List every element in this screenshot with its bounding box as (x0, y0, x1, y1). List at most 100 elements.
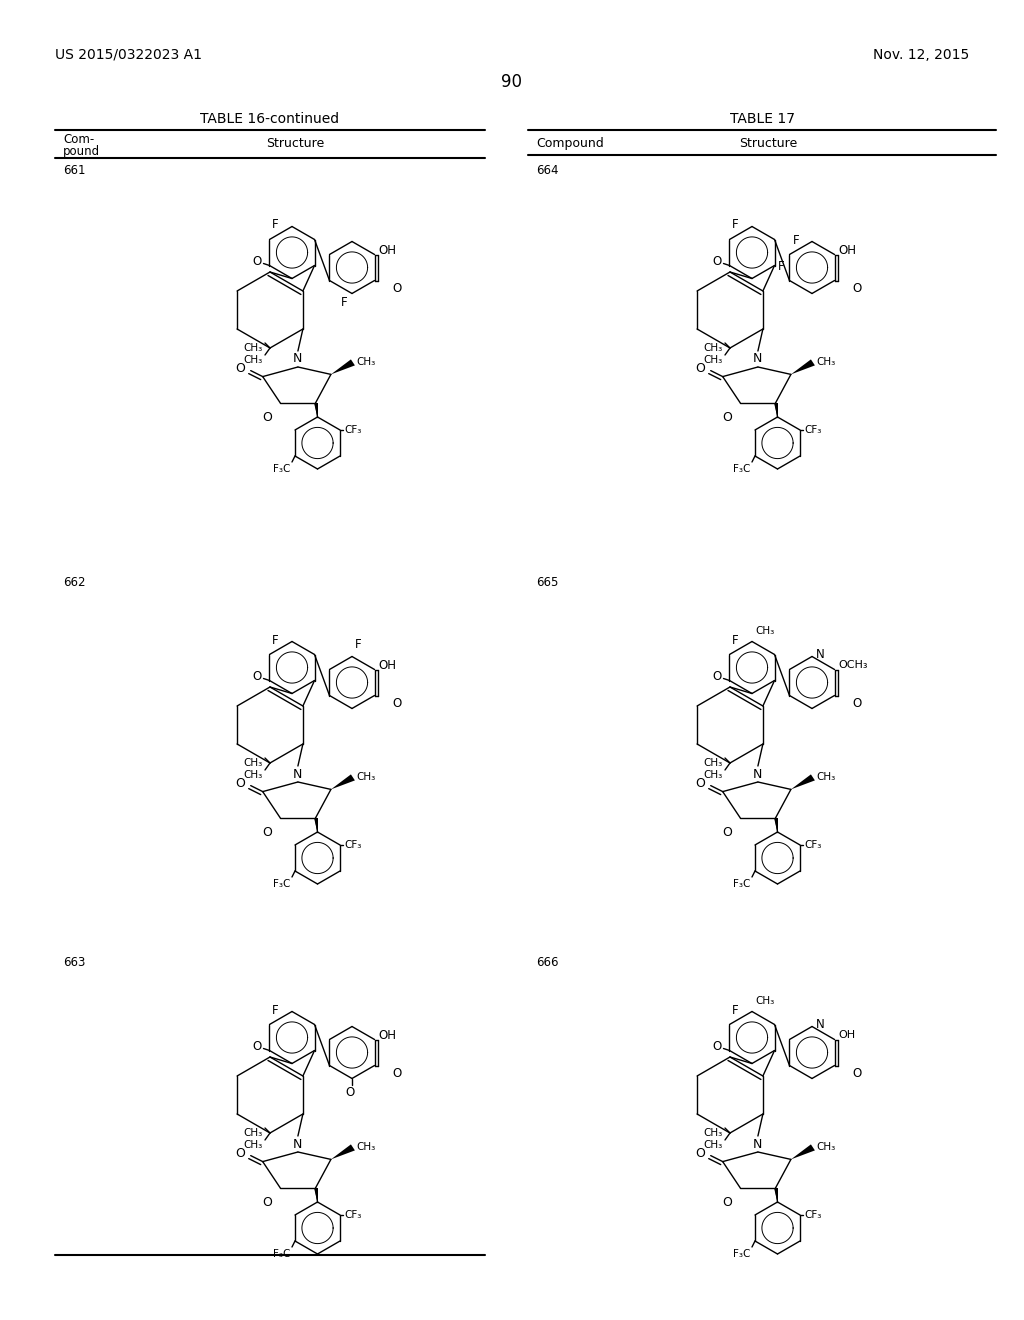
Text: 665: 665 (536, 576, 558, 589)
Text: CH₃: CH₃ (356, 358, 375, 367)
Text: CH₃: CH₃ (244, 343, 263, 352)
Text: O: O (252, 671, 261, 682)
Text: CF₃: CF₃ (344, 840, 361, 850)
Text: Nov. 12, 2015: Nov. 12, 2015 (872, 48, 969, 62)
Text: Structure: Structure (266, 137, 325, 150)
Text: CH₃: CH₃ (356, 1142, 375, 1152)
Polygon shape (791, 359, 815, 375)
Text: CH₃: CH₃ (703, 770, 723, 780)
Text: Com-: Com- (63, 133, 94, 147)
Text: CF₃: CF₃ (804, 1210, 821, 1220)
Text: O: O (345, 1086, 354, 1100)
Text: F: F (731, 219, 738, 231)
Text: F₃C: F₃C (272, 879, 290, 888)
Text: CH₃: CH₃ (703, 355, 723, 366)
Text: F₃C: F₃C (732, 465, 750, 474)
Text: CF₃: CF₃ (344, 425, 361, 436)
Text: N: N (293, 767, 303, 780)
Text: CH₃: CH₃ (703, 1140, 723, 1150)
Text: O: O (723, 1196, 732, 1209)
Polygon shape (791, 775, 815, 789)
Text: N: N (293, 1138, 303, 1151)
Text: O: O (853, 282, 862, 294)
Text: O: O (713, 255, 722, 268)
Text: CH₃: CH₃ (755, 997, 774, 1006)
Polygon shape (313, 818, 317, 834)
Text: N: N (816, 1018, 824, 1031)
Text: TABLE 16-continued: TABLE 16-continued (201, 112, 340, 125)
Text: 664: 664 (536, 164, 558, 177)
Text: F: F (793, 234, 799, 247)
Polygon shape (773, 818, 777, 834)
Text: OH: OH (379, 1030, 396, 1041)
Text: F₃C: F₃C (272, 1249, 290, 1259)
Text: F: F (271, 634, 279, 647)
Text: CF₃: CF₃ (804, 840, 821, 850)
Text: CH₃: CH₃ (244, 1129, 263, 1138)
Polygon shape (331, 359, 355, 375)
Text: CH₃: CH₃ (816, 772, 836, 783)
Text: O: O (853, 1067, 862, 1080)
Text: CF₃: CF₃ (344, 1210, 361, 1220)
Text: F: F (271, 1003, 279, 1016)
Text: O: O (695, 362, 705, 375)
Text: O: O (234, 362, 245, 375)
Text: pound: pound (63, 145, 100, 158)
Text: O: O (713, 671, 722, 682)
Text: CH₃: CH₃ (703, 1129, 723, 1138)
Text: OH: OH (839, 1031, 856, 1040)
Text: O: O (252, 1040, 261, 1053)
Text: O: O (695, 777, 705, 791)
Text: 666: 666 (536, 956, 558, 969)
Text: OH: OH (379, 659, 396, 672)
Text: O: O (262, 1196, 272, 1209)
Text: F: F (355, 638, 361, 651)
Text: O: O (392, 697, 401, 710)
Text: N: N (754, 1138, 763, 1151)
Text: CH₃: CH₃ (703, 758, 723, 768)
Text: N: N (293, 352, 303, 366)
Text: O: O (853, 697, 862, 710)
Text: O: O (252, 255, 261, 268)
Text: Compound: Compound (536, 137, 604, 150)
Text: F: F (271, 219, 279, 231)
Text: CH₃: CH₃ (816, 1142, 836, 1152)
Text: Structure: Structure (739, 137, 797, 150)
Text: F: F (731, 634, 738, 647)
Polygon shape (773, 403, 777, 418)
Text: TABLE 17: TABLE 17 (729, 112, 795, 125)
Text: O: O (262, 411, 272, 424)
Polygon shape (313, 1188, 317, 1204)
Text: O: O (234, 777, 245, 791)
Text: CH₃: CH₃ (703, 343, 723, 352)
Polygon shape (791, 1144, 815, 1159)
Text: CH₃: CH₃ (244, 758, 263, 768)
Text: O: O (723, 826, 732, 840)
Text: OH: OH (839, 244, 856, 257)
Text: O: O (234, 1147, 245, 1160)
Text: 90: 90 (502, 73, 522, 91)
Text: 661: 661 (63, 164, 85, 177)
Text: F: F (340, 297, 347, 309)
Text: CH₃: CH₃ (244, 1140, 263, 1150)
Text: O: O (392, 282, 401, 294)
Text: 662: 662 (63, 576, 85, 589)
Text: F: F (731, 1003, 738, 1016)
Text: CH₃: CH₃ (244, 770, 263, 780)
Text: CH₃: CH₃ (244, 355, 263, 366)
Text: F₃C: F₃C (732, 1249, 750, 1259)
Text: OH: OH (379, 244, 396, 257)
Text: O: O (262, 826, 272, 840)
Text: O: O (713, 1040, 722, 1053)
Text: F: F (778, 260, 784, 272)
Text: US 2015/0322023 A1: US 2015/0322023 A1 (55, 48, 202, 62)
Text: F₃C: F₃C (272, 465, 290, 474)
Text: CF₃: CF₃ (804, 425, 821, 436)
Text: CH₃: CH₃ (816, 358, 836, 367)
Text: N: N (816, 648, 824, 661)
Text: O: O (392, 1067, 401, 1080)
Text: CH₃: CH₃ (356, 772, 375, 783)
Polygon shape (331, 1144, 355, 1159)
Text: CH₃: CH₃ (755, 627, 774, 636)
Text: N: N (754, 352, 763, 366)
